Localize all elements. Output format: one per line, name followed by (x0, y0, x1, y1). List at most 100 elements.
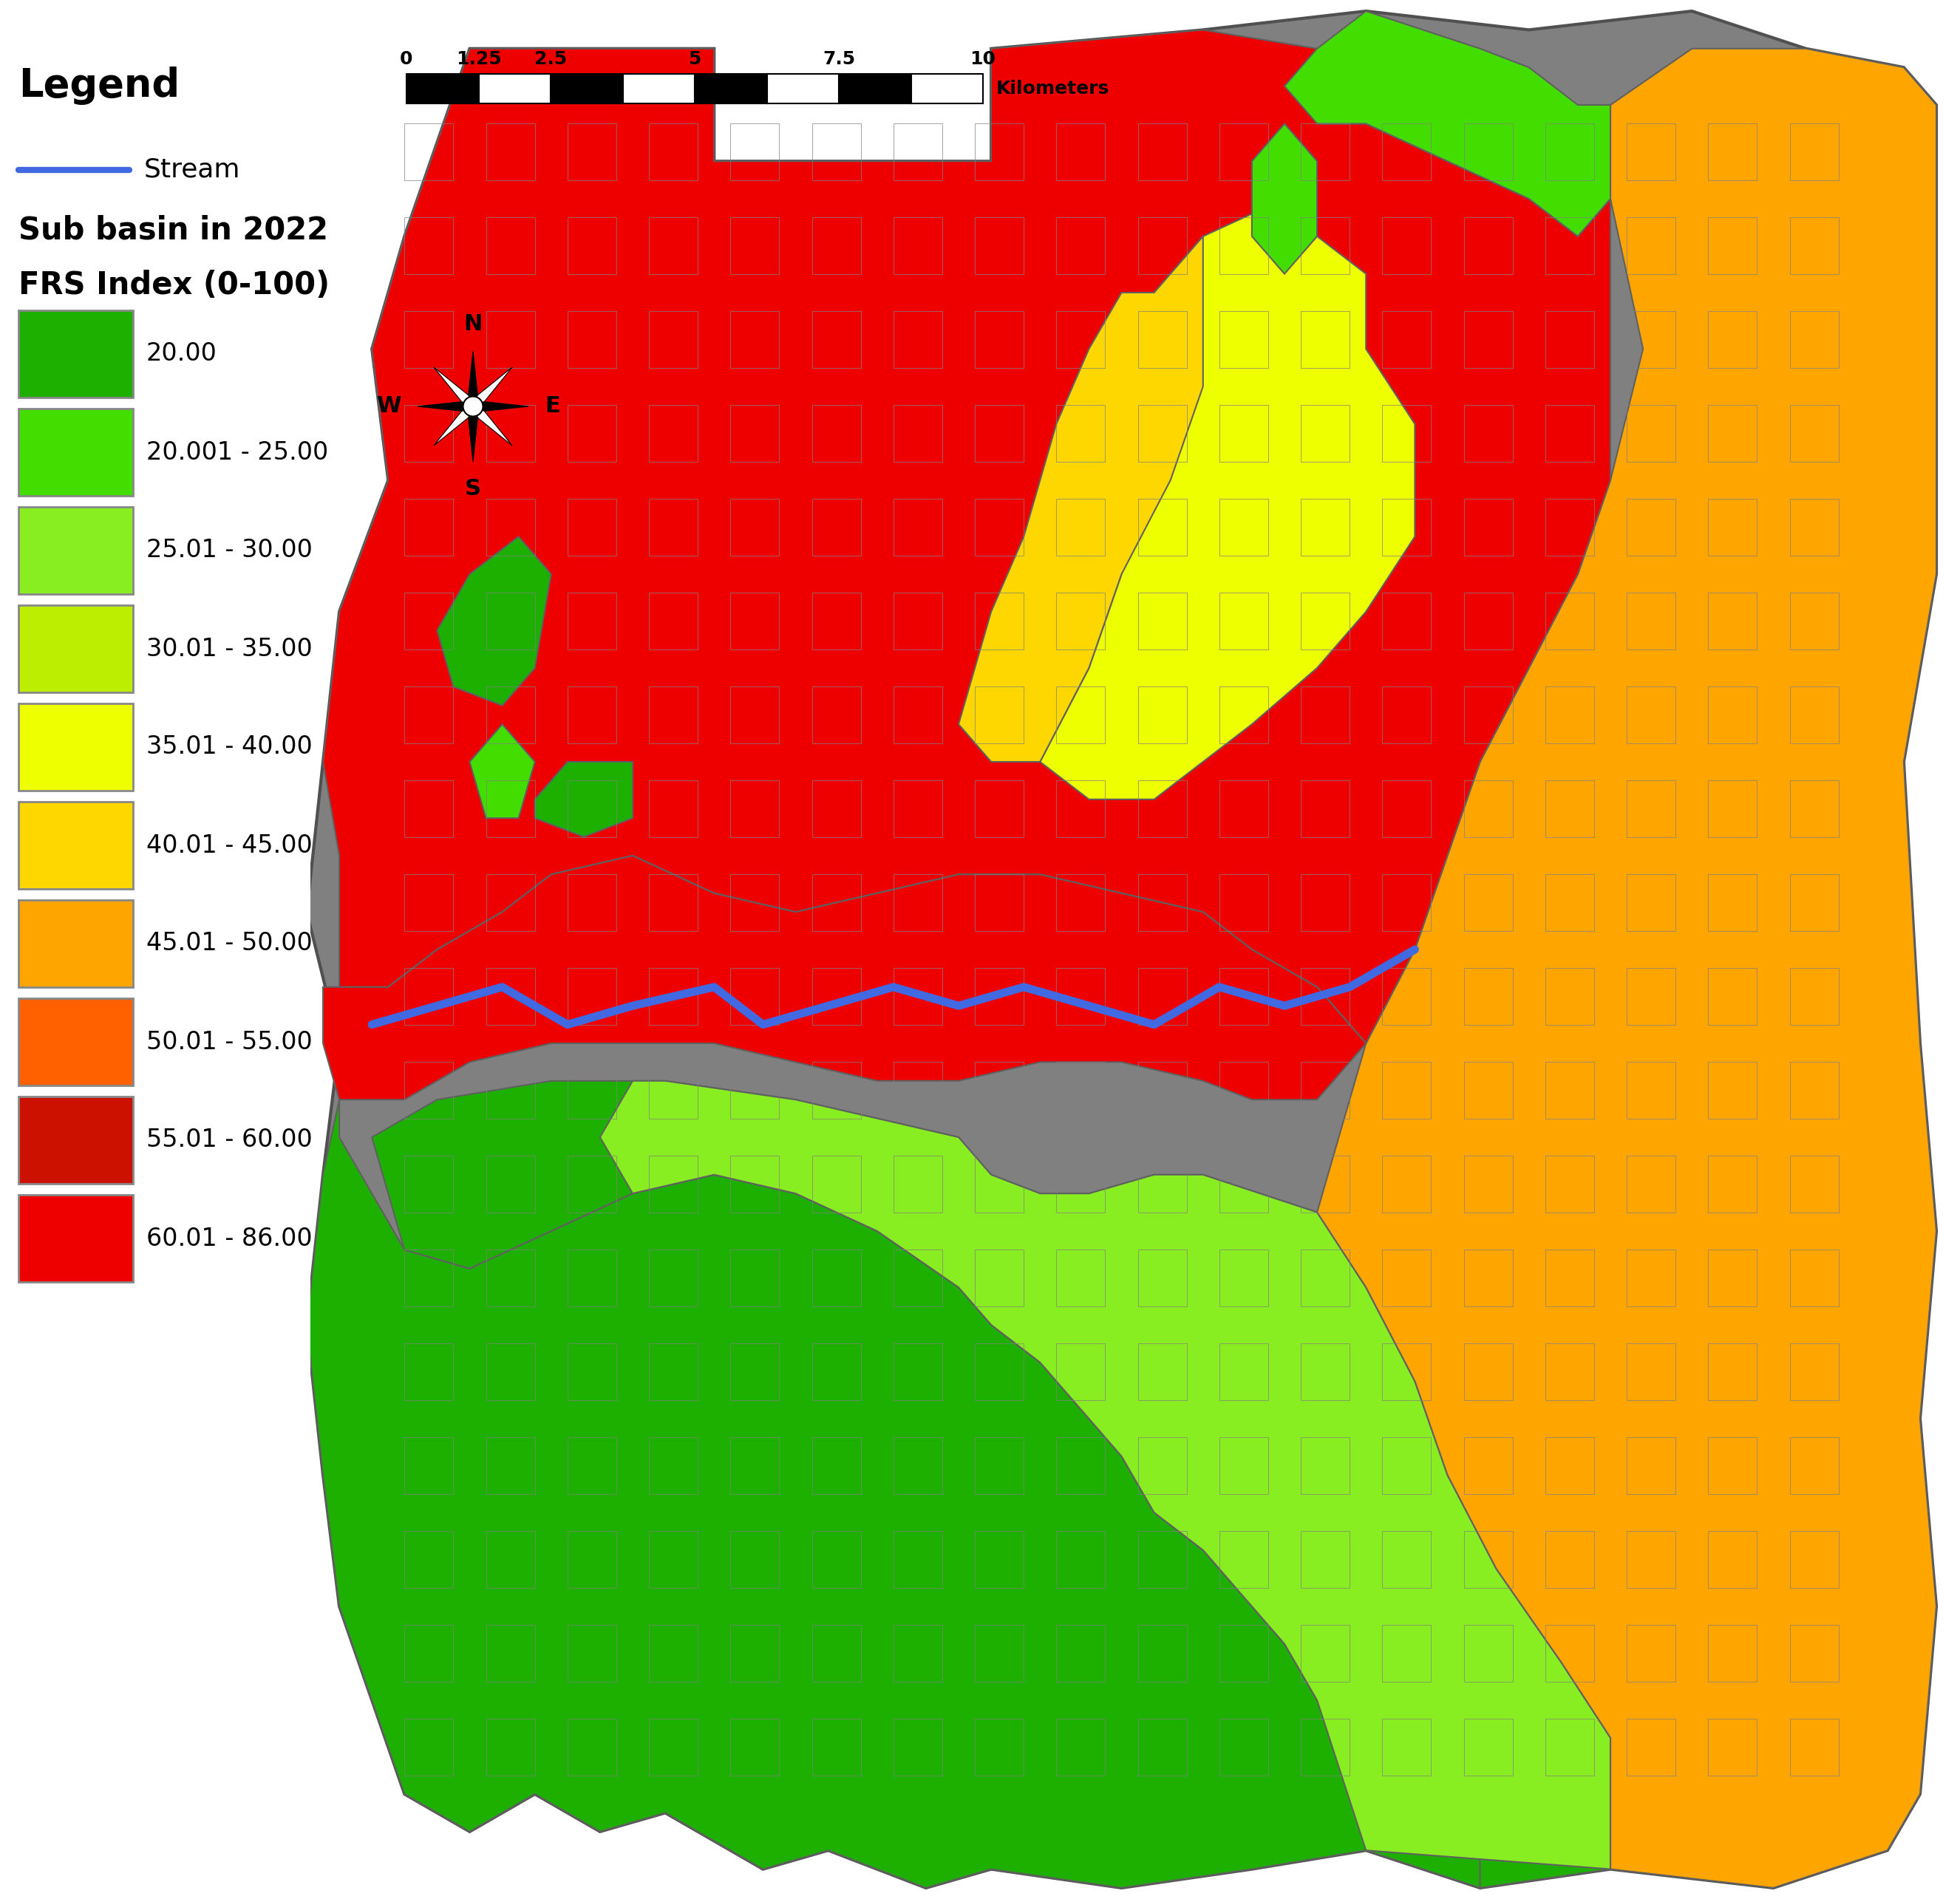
Polygon shape (472, 403, 529, 410)
Bar (1709, 1344, 1756, 1400)
Bar (1544, 1250, 1593, 1307)
Bar (649, 1250, 698, 1307)
Bar (486, 874, 535, 931)
Bar (811, 1626, 860, 1681)
Bar (568, 592, 615, 649)
Bar (1056, 592, 1105, 649)
Bar (1301, 592, 1350, 649)
Bar (1382, 1250, 1431, 1307)
Bar (1464, 1156, 1513, 1212)
Text: 35.01 - 40.00: 35.01 - 40.00 (147, 735, 312, 760)
Bar (404, 1250, 453, 1307)
Bar (649, 780, 698, 837)
Bar (1789, 968, 1838, 1025)
Polygon shape (433, 367, 472, 406)
Bar (1219, 968, 1268, 1025)
Bar (1464, 123, 1513, 180)
Bar (649, 1626, 698, 1681)
Bar (894, 218, 943, 273)
Bar (568, 874, 615, 931)
Bar (1709, 1156, 1756, 1212)
Bar (1139, 1438, 1186, 1495)
Polygon shape (1252, 123, 1317, 273)
Bar (1627, 687, 1676, 743)
Bar (649, 968, 698, 1025)
Bar (1789, 123, 1838, 180)
Bar (1544, 1062, 1593, 1119)
Bar (1056, 780, 1105, 837)
Bar (1301, 1250, 1350, 1307)
Bar (974, 1156, 1023, 1212)
Bar (911, 74, 984, 103)
Bar (894, 1250, 943, 1307)
Text: FRS Index (0-100): FRS Index (0-100) (18, 270, 329, 300)
Bar (731, 1531, 780, 1588)
Bar (1544, 1344, 1593, 1400)
Polygon shape (1041, 199, 1415, 799)
Text: Legend: Legend (18, 66, 180, 104)
Bar (1382, 1626, 1431, 1681)
Polygon shape (306, 11, 1936, 1888)
Bar (894, 874, 943, 931)
Bar (1056, 123, 1105, 180)
Bar (974, 1062, 1023, 1119)
Bar (1789, 1062, 1838, 1119)
Bar (1789, 687, 1838, 743)
Bar (1139, 123, 1186, 180)
Bar (1544, 1626, 1593, 1681)
Bar (486, 1531, 535, 1588)
Bar (1709, 592, 1756, 649)
Bar (1139, 1250, 1186, 1307)
Bar (1382, 1719, 1431, 1776)
Bar (1056, 874, 1105, 931)
Bar (1056, 311, 1105, 368)
Bar (404, 1719, 453, 1776)
Bar (1056, 687, 1105, 743)
Bar (649, 404, 698, 461)
Polygon shape (1317, 49, 1936, 1888)
Bar (894, 1626, 943, 1681)
Bar (568, 1156, 615, 1212)
Text: 7.5: 7.5 (823, 49, 855, 68)
Bar (1382, 1344, 1431, 1400)
Bar (1056, 968, 1105, 1025)
Bar (1709, 499, 1756, 555)
Bar (1139, 1156, 1186, 1212)
Bar (1139, 1062, 1186, 1119)
Bar (974, 1250, 1023, 1307)
Bar (404, 1156, 453, 1212)
Bar (1056, 1626, 1105, 1681)
Bar (839, 74, 911, 103)
Bar (486, 499, 535, 555)
Bar (811, 1438, 860, 1495)
Text: 30.01 - 35.00: 30.01 - 35.00 (147, 636, 312, 661)
Bar (551, 74, 623, 103)
Bar (1627, 592, 1676, 649)
Bar (1789, 1719, 1838, 1776)
Bar (568, 499, 615, 555)
Bar (404, 499, 453, 555)
Bar (404, 123, 453, 180)
Bar (1789, 1250, 1838, 1307)
Bar (731, 311, 780, 368)
Bar (811, 123, 860, 180)
Bar (568, 311, 615, 368)
Text: 40.01 - 45.00: 40.01 - 45.00 (147, 834, 312, 858)
Bar (1627, 311, 1676, 368)
Text: 20.00: 20.00 (147, 342, 218, 367)
Polygon shape (958, 235, 1203, 761)
Bar (894, 1719, 943, 1776)
Text: 20.001 - 25.00: 20.001 - 25.00 (147, 441, 329, 465)
Bar (731, 1719, 780, 1776)
Bar (1544, 1156, 1593, 1212)
Bar (1789, 218, 1838, 273)
Bar (649, 1438, 698, 1495)
Bar (18, 310, 133, 397)
Bar (0, 0, 310, 1899)
Bar (731, 499, 780, 555)
Bar (894, 311, 943, 368)
Bar (731, 404, 780, 461)
Bar (1056, 1719, 1105, 1776)
Bar (1464, 780, 1513, 837)
Bar (1464, 1531, 1513, 1588)
